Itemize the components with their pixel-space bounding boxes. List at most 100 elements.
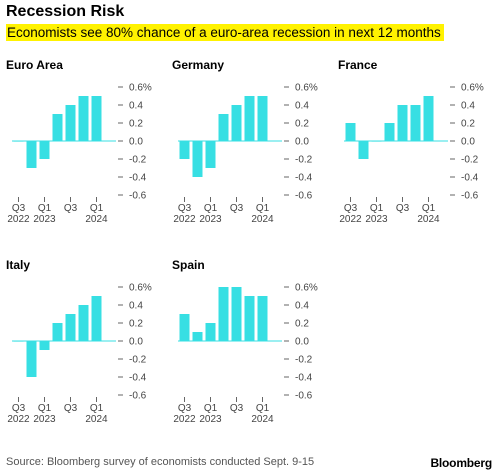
x-tick-label-quarter: Q3 — [230, 403, 244, 414]
bar — [13, 341, 24, 342]
bar — [78, 96, 89, 141]
bar — [26, 341, 37, 377]
y-tick-label: 0.6% — [129, 83, 152, 94]
y-tick-label: 0.0 — [295, 137, 309, 148]
x-tick-label-quarter: Q3 — [178, 203, 192, 214]
x-tick-label-quarter: Q3 — [396, 203, 410, 214]
chart-subtitle: Economists see 80% chance of a euro-area… — [6, 24, 444, 41]
y-tick-label: 0.6% — [295, 283, 318, 294]
bar — [192, 141, 203, 177]
bar — [39, 141, 50, 159]
y-tick-label: 0.0 — [129, 337, 143, 348]
bar — [52, 323, 63, 341]
bar — [192, 332, 203, 341]
x-tick-label-quarter: Q3 — [12, 403, 26, 414]
x-tick-label-quarter: Q3 — [178, 403, 192, 414]
bar — [423, 96, 434, 141]
bar — [65, 105, 76, 141]
x-tick-label-year: 2022 — [173, 214, 196, 225]
source-note: Source: Bloomberg survey of economists c… — [6, 456, 315, 468]
bar — [91, 96, 102, 141]
x-tick-label-year: 2023 — [365, 214, 388, 225]
bar — [52, 114, 63, 141]
y-tick-label: 0.4 — [461, 101, 475, 112]
y-tick-label: 0.4 — [129, 101, 143, 112]
bar — [179, 314, 190, 341]
x-tick-label-quarter: Q1 — [256, 203, 270, 214]
bar — [218, 114, 229, 141]
y-tick-label: 0.4 — [295, 101, 309, 112]
bar — [345, 123, 356, 141]
y-tick-label: -0.4 — [129, 373, 147, 384]
bar — [65, 314, 76, 341]
y-tick-label: -0.6 — [295, 191, 313, 202]
y-tick-label: 0.4 — [129, 301, 143, 312]
x-tick-label-quarter: Q3 — [12, 203, 26, 214]
y-tick-label: -0.2 — [295, 155, 313, 166]
y-tick-label: -0.6 — [129, 191, 147, 202]
panel-title-spain: Spain — [172, 258, 205, 272]
y-tick-label: -0.4 — [295, 373, 313, 384]
bar — [13, 141, 24, 142]
x-tick-label-quarter: Q3 — [344, 203, 358, 214]
panel-title-euro-area: Euro Area — [6, 58, 63, 72]
x-tick-label-year: 2024 — [251, 414, 274, 425]
panel-title-france: France — [338, 58, 378, 72]
bar — [218, 287, 229, 341]
y-tick-label: -0.2 — [295, 355, 313, 366]
y-tick-label: -0.4 — [295, 173, 313, 184]
x-tick-label-quarter: Q3 — [64, 403, 78, 414]
bar — [257, 296, 268, 341]
y-tick-label: -0.6 — [461, 191, 479, 202]
bar — [244, 296, 255, 341]
x-tick-label-year: 2024 — [85, 414, 108, 425]
x-tick-label-year: 2023 — [33, 414, 56, 425]
x-tick-label-year: 2023 — [199, 214, 222, 225]
x-tick-label-year: 2022 — [339, 214, 362, 225]
y-tick-label: -0.4 — [129, 173, 147, 184]
bar — [244, 96, 255, 141]
x-tick-label-year: 2022 — [7, 414, 30, 425]
bar — [78, 305, 89, 341]
bar — [205, 323, 216, 341]
y-tick-label: -0.2 — [129, 155, 147, 166]
panel-title-italy: Italy — [6, 258, 31, 272]
y-tick-label: 0.2 — [295, 319, 309, 330]
y-tick-label: -0.2 — [129, 355, 147, 366]
x-tick-label-quarter: Q3 — [230, 203, 244, 214]
bar — [91, 296, 102, 341]
x-tick-label-quarter: Q1 — [90, 203, 104, 214]
x-tick-label-year: 2023 — [33, 214, 56, 225]
bar — [179, 141, 190, 159]
y-tick-label: -0.6 — [129, 391, 147, 402]
x-tick-label-year: 2024 — [417, 214, 440, 225]
bar — [410, 105, 421, 141]
x-tick-label-year: 2022 — [7, 214, 30, 225]
y-tick-label: 0.0 — [129, 137, 143, 148]
bar — [397, 105, 408, 141]
bar — [231, 105, 242, 141]
y-tick-label: 0.0 — [295, 337, 309, 348]
bar — [371, 141, 382, 142]
x-tick-label-quarter: Q1 — [38, 403, 52, 414]
x-tick-label-year: 2023 — [199, 414, 222, 425]
chart-title: Recession Risk — [6, 3, 125, 20]
y-tick-label: 0.6% — [461, 83, 484, 94]
bar — [26, 141, 37, 168]
bar — [358, 141, 369, 159]
x-tick-label-quarter: Q1 — [422, 203, 436, 214]
y-tick-label: 0.2 — [129, 119, 143, 130]
bloomberg-logo: Bloomberg — [430, 456, 492, 470]
x-tick-label-quarter: Q1 — [38, 203, 52, 214]
y-tick-label: 0.2 — [461, 119, 475, 130]
x-tick-label-quarter: Q1 — [204, 203, 218, 214]
x-tick-label-quarter: Q1 — [256, 403, 270, 414]
bar — [384, 123, 395, 141]
x-tick-label-quarter: Q3 — [64, 203, 78, 214]
y-tick-label: 0.2 — [129, 319, 143, 330]
y-tick-label: 0.0 — [461, 137, 475, 148]
